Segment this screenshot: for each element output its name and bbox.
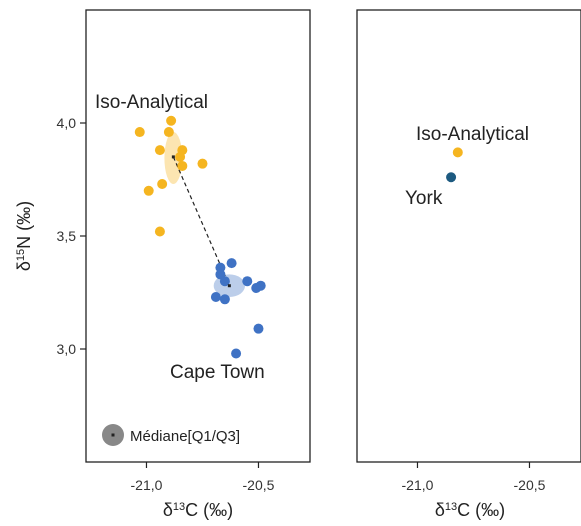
data-point-series-1 bbox=[253, 323, 264, 334]
x-axis-title-right: δ13C (‰) bbox=[435, 500, 505, 520]
x-axis-title-left-delta: δ bbox=[163, 500, 173, 520]
y-axis-title: δ15N (‰) bbox=[14, 201, 34, 271]
y-tick-label: 3,0 bbox=[57, 341, 77, 357]
right-panel: -21,0 -20,5 Iso-Analytical York bbox=[356, 9, 581, 493]
y-axis-title-superscript: 15 bbox=[15, 249, 27, 261]
data-point-series-0 bbox=[175, 151, 186, 162]
legend-label: Médiane[Q1/Q3] bbox=[130, 428, 240, 445]
data-point-series-1 bbox=[242, 276, 253, 287]
data-point-series-1 bbox=[219, 294, 230, 305]
data-point-series-0 bbox=[163, 127, 174, 138]
data-point-series-0 bbox=[166, 115, 177, 126]
data-point-series-1 bbox=[226, 258, 237, 269]
data-point-series-1 bbox=[231, 348, 242, 359]
data-point-series-0 bbox=[143, 185, 154, 196]
data-point-series-0 bbox=[134, 127, 145, 138]
x-tick-label: -20,5 bbox=[243, 477, 275, 493]
data-point-series-1 bbox=[210, 292, 221, 303]
median-link-line bbox=[172, 156, 230, 286]
plot-frame bbox=[85, 9, 311, 463]
x-tick-label: -20,5 bbox=[514, 477, 546, 493]
x-axis-title-right-superscript: 13 bbox=[445, 501, 457, 513]
y-axis-title-rest: N (‰) bbox=[14, 201, 34, 249]
x-axis-title-right-rest: C (‰) bbox=[457, 500, 505, 520]
x-tick-label: -21,0 bbox=[402, 477, 434, 493]
data-point-series-0 bbox=[157, 179, 168, 190]
y-axis-title-delta: δ bbox=[14, 261, 34, 271]
data-point-series-1 bbox=[251, 282, 262, 293]
plot-frame bbox=[356, 9, 581, 463]
y-tick-label: 4,0 bbox=[57, 115, 77, 131]
annotation-iso-analytical-left: Iso-Analytical bbox=[95, 92, 208, 113]
annotation-iso-analytical-right: Iso-Analytical bbox=[416, 124, 529, 145]
shared-axis-labels: δ13C (‰) δ13C (‰)δ15N (‰) bbox=[14, 201, 505, 520]
left-panel: -21,0 -20,5 3,0 3,5 4,0 Iso-Analytical Cape To… bbox=[57, 9, 311, 493]
x-axis-title-right-delta: δ bbox=[435, 500, 445, 520]
y-tick-label: 3,5 bbox=[57, 228, 77, 244]
annotation-york: York bbox=[405, 188, 443, 209]
data-point-series-0 bbox=[452, 147, 463, 158]
data-point-series-1 bbox=[219, 276, 230, 287]
data-point-series-0 bbox=[154, 145, 165, 156]
x-axis-title-left: δ13C (‰) bbox=[163, 500, 233, 520]
data-point-series-0 bbox=[154, 226, 165, 237]
data-point-series-1 bbox=[446, 172, 457, 183]
x-tick-label: -21,0 bbox=[131, 477, 163, 493]
legend-median-marker bbox=[111, 433, 115, 437]
annotation-cape-town: Cape Town bbox=[170, 362, 265, 383]
median-marker-1 bbox=[227, 284, 231, 288]
data-point-series-0 bbox=[197, 158, 208, 169]
median-marker-0 bbox=[171, 155, 175, 159]
x-axis-title-left-superscript: 13 bbox=[173, 501, 185, 513]
x-axis-title-left-rest: C (‰) bbox=[185, 500, 233, 520]
data-point-series-0 bbox=[177, 160, 188, 171]
